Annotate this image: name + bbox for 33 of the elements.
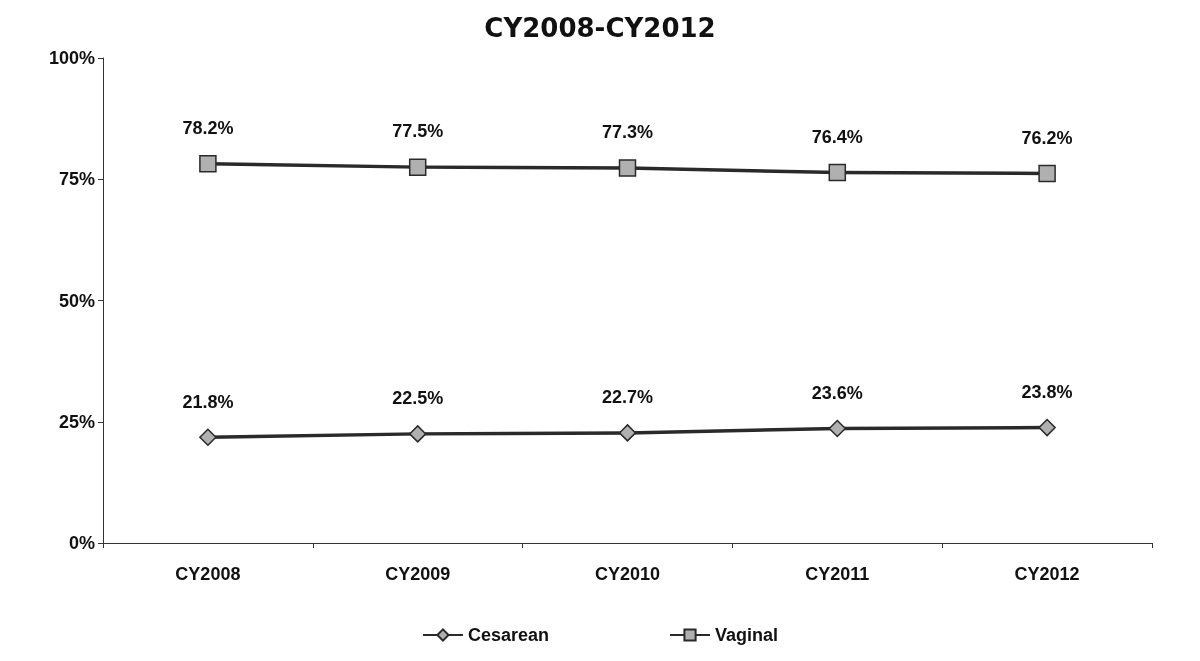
x-tick-label: CY2009	[385, 564, 451, 584]
point	[199, 428, 217, 447]
point	[618, 159, 637, 177]
point	[828, 163, 847, 182]
x-tick-label: CY2008	[175, 564, 241, 584]
y-tick-label: 25%	[58, 411, 95, 432]
data-label: 77.3%	[601, 122, 654, 143]
data-label: 77.5%	[392, 121, 444, 142]
point	[408, 425, 427, 443]
y-tick-label: 75%	[58, 169, 95, 190]
point	[199, 154, 217, 173]
y-tick-label: 100%	[48, 48, 95, 68]
chart-title: CY2008-CY2012	[484, 13, 716, 43]
x-tick-label: CY2011	[805, 564, 870, 584]
data-label: 23.6%	[811, 382, 863, 403]
legend-label: Vaginal	[715, 625, 779, 645]
point	[408, 158, 427, 176]
point	[618, 424, 637, 442]
legend-label: Cesarean	[467, 625, 550, 645]
data-label: 76.2%	[1021, 127, 1073, 148]
y-tick-label: 0%	[68, 533, 95, 553]
x-tick-label: CY2010	[594, 564, 661, 584]
data-label: 22.5%	[392, 388, 444, 409]
point	[828, 419, 847, 438]
point	[1038, 418, 1056, 437]
data-label: 76.4%	[811, 126, 863, 147]
y-tick-label: 50%	[58, 290, 95, 311]
point	[1038, 164, 1056, 183]
data-label: 21.8%	[182, 391, 234, 412]
data-label: 22.7%	[601, 387, 654, 408]
data-label: 23.8%	[1021, 381, 1073, 402]
data-label: 78.2%	[182, 117, 234, 138]
x-tick-label: CY2012	[1014, 564, 1080, 584]
